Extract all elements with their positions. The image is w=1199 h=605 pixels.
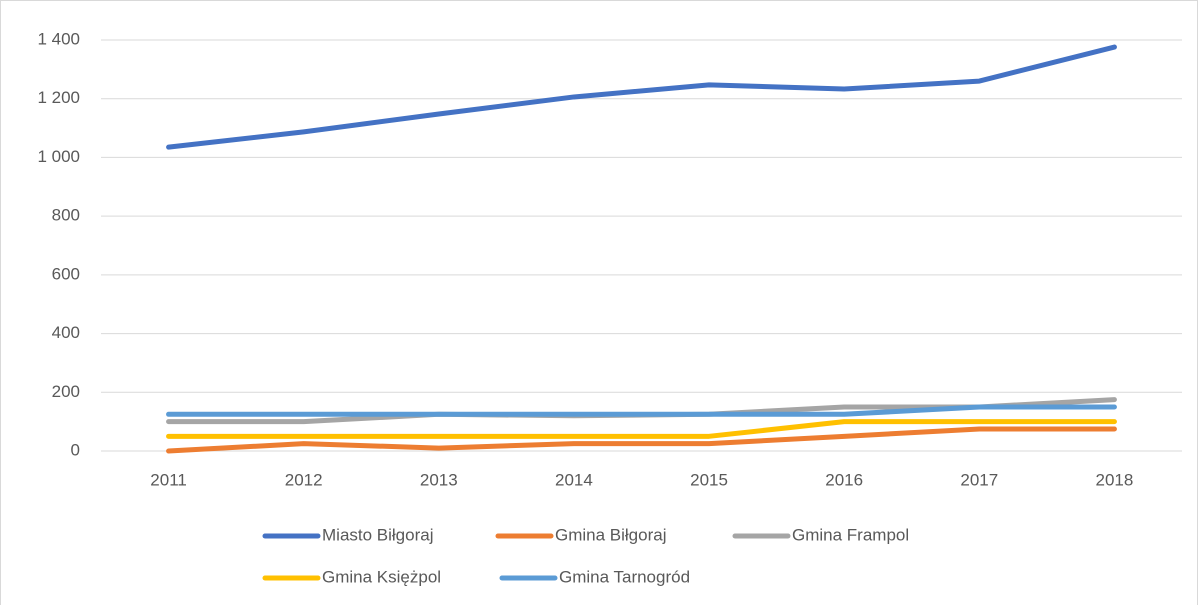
y-tick-label: 1 200 bbox=[37, 88, 80, 107]
y-tick-label: 600 bbox=[52, 264, 80, 283]
series-line bbox=[166, 426, 1117, 454]
x-tick-label: 2015 bbox=[690, 470, 728, 489]
x-tick-label: 2012 bbox=[285, 470, 323, 489]
y-tick-label: 0 bbox=[71, 440, 80, 459]
legend-label: Miasto Biłgoraj bbox=[322, 525, 434, 544]
y-tick-label: 1 000 bbox=[37, 147, 80, 166]
legend-label: Gmina Frampol bbox=[792, 525, 909, 544]
x-tick-label: 2014 bbox=[555, 470, 593, 489]
series-line bbox=[166, 44, 1117, 150]
x-tick-label: 2018 bbox=[1096, 470, 1134, 489]
y-tick-label: 200 bbox=[52, 382, 80, 401]
legend-label: Gmina Księżpol bbox=[322, 567, 441, 586]
legend-label: Gmina Biłgoraj bbox=[555, 525, 667, 544]
x-tick-label: 2013 bbox=[420, 470, 458, 489]
series-line bbox=[166, 419, 1117, 439]
y-tick-label: 400 bbox=[52, 323, 80, 342]
y-tick-label: 800 bbox=[52, 206, 80, 225]
x-tick-label: 2017 bbox=[960, 470, 998, 489]
y-tick-label: 1 400 bbox=[37, 29, 80, 48]
x-tick-label: 2011 bbox=[150, 470, 187, 489]
x-tick-label: 2016 bbox=[825, 470, 863, 489]
series-line bbox=[166, 404, 1117, 417]
legend-label: Gmina Tarnogród bbox=[559, 567, 690, 586]
